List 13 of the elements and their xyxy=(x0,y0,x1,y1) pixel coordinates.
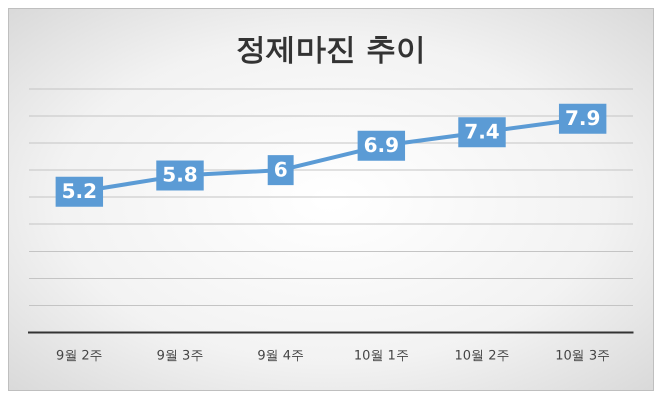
x-tick-label: 10월 3주 xyxy=(555,348,610,364)
data-label: 6 xyxy=(274,157,288,182)
x-tick-label: 10월 2주 xyxy=(454,348,510,364)
chart-title: 정제마진 추이 xyxy=(236,32,426,67)
data-label: 7.9 xyxy=(564,106,600,130)
x-tick-label: 9월 3주 xyxy=(156,348,204,364)
x-tick-label: 9월 2주 xyxy=(56,348,103,364)
x-tick-label: 10월 1주 xyxy=(354,348,409,364)
data-label: 5.2 xyxy=(62,178,98,203)
x-tick-label: 9월 4주 xyxy=(257,348,304,364)
data-label: 5.8 xyxy=(162,162,198,187)
data-label: 6.9 xyxy=(364,132,400,157)
data-label: 7.4 xyxy=(464,119,500,144)
